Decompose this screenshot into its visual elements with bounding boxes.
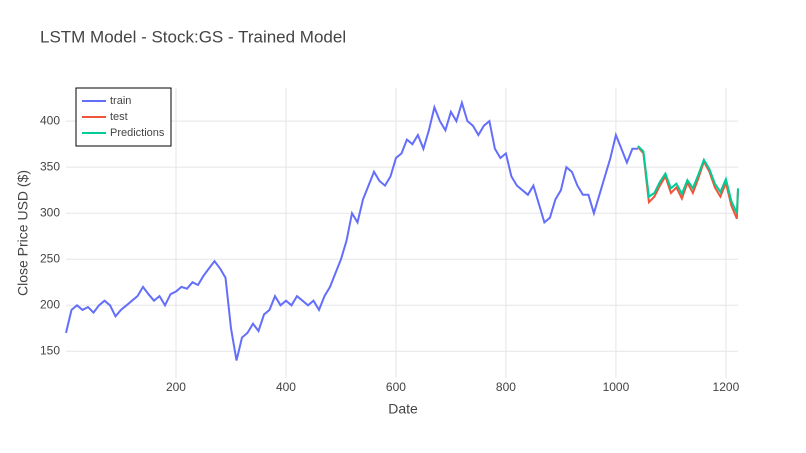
x-tick-label: 200: [166, 380, 186, 394]
x-tick-label: 400: [276, 380, 296, 394]
series-line: [637, 145, 739, 214]
series-line: [637, 146, 739, 220]
y-tick-label: 400: [40, 113, 60, 127]
y-tick-label: 250: [40, 251, 60, 265]
x-axis-title: Date: [388, 401, 418, 417]
x-tick-label: 1000: [603, 380, 630, 394]
legend-label: train: [110, 95, 131, 107]
legend-label: test: [110, 111, 128, 123]
x-tick-label: 800: [496, 380, 516, 394]
y-tick-label: 300: [40, 205, 60, 219]
x-tick-label: 600: [386, 380, 406, 394]
y-tick-label: 350: [40, 159, 60, 173]
series-line: [65, 99, 638, 361]
chart-title: LSTM Model - Stock:GS - Trained Model: [40, 27, 346, 46]
y-tick-label: 200: [40, 297, 60, 311]
y-tick-label: 150: [40, 343, 60, 357]
legend-label: Predictions: [110, 127, 165, 139]
x-tick-label: 1200: [713, 380, 740, 394]
y-axis-title: Close Price USD ($): [15, 170, 31, 296]
